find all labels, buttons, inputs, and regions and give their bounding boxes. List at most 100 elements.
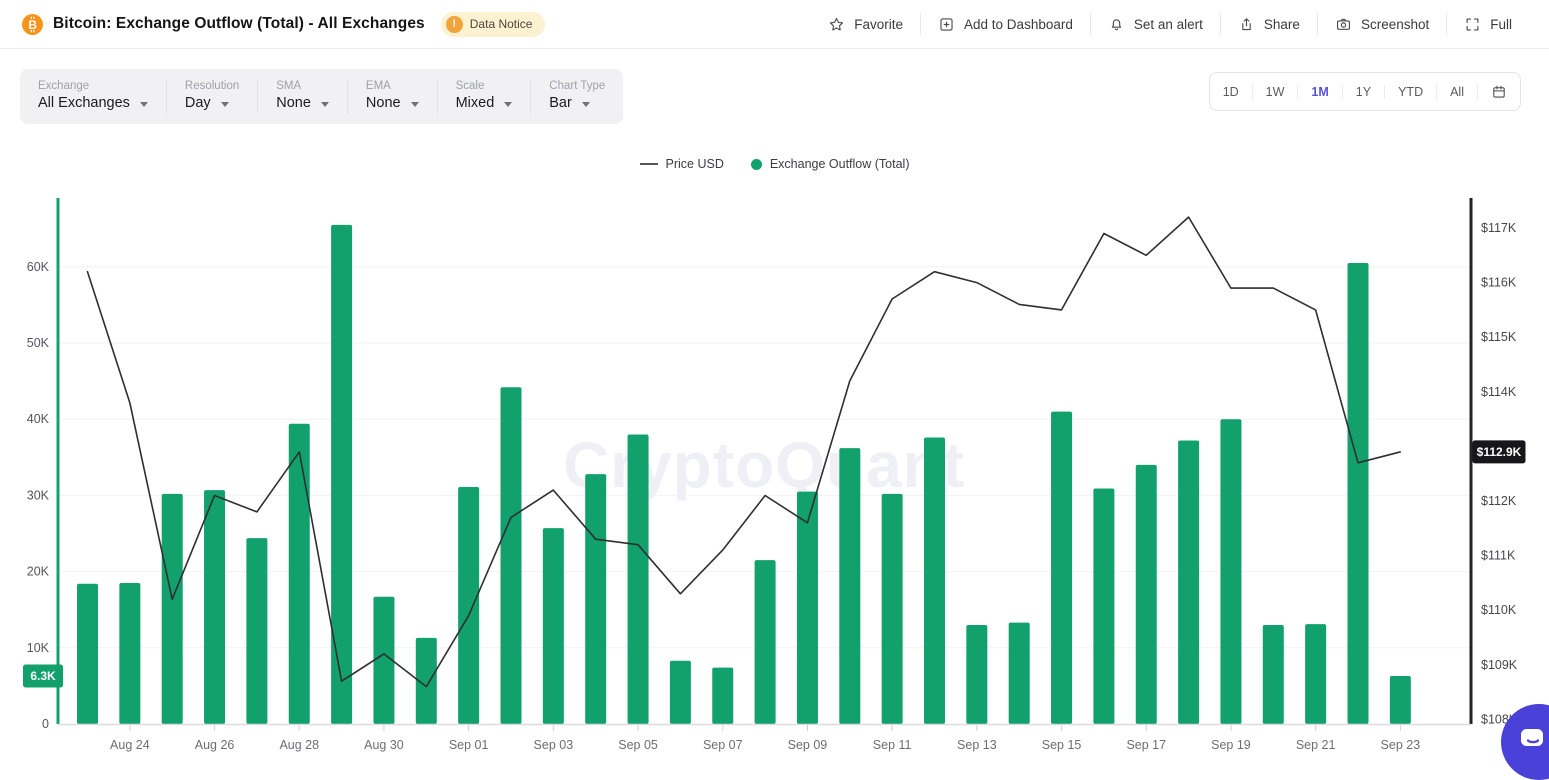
outflow-bar-sep-21 [1305, 624, 1327, 724]
camera-icon [1336, 18, 1350, 30]
custom-date-range-button[interactable] [1478, 73, 1520, 110]
y-right-tick-label: $117K [1481, 221, 1517, 235]
control-label: EMA [365, 80, 391, 93]
range-1m-button[interactable]: 1M [1298, 73, 1341, 110]
x-tick-label: Sep 07 [703, 738, 743, 752]
legend-item-price-usd[interactable]: Price USD [639, 157, 724, 171]
control-label: Exchange [38, 80, 90, 93]
outflow-bar-sep-01 [458, 487, 480, 724]
control-value: Mixed [456, 94, 513, 114]
range-1d-button[interactable]: 1D [1210, 73, 1252, 110]
outflow-bar-sep-05 [627, 434, 649, 724]
star-icon [830, 17, 844, 31]
favorite-button[interactable]: Favorite [811, 9, 920, 39]
bitcoin-logo-icon: B [22, 13, 43, 35]
outflow-bar-aug-30 [373, 596, 395, 724]
x-tick-label: Aug 24 [110, 738, 150, 752]
divider [1341, 84, 1343, 99]
divider [1251, 84, 1253, 99]
outflow-bar-sep-18 [1178, 440, 1200, 724]
legend-line-swatch [639, 163, 658, 165]
outflow-bar-sep-20 [1262, 624, 1284, 724]
outflow-bar-sep-06 [669, 660, 691, 724]
outflow-bar-sep-15 [1051, 411, 1073, 724]
range-1w-button[interactable]: 1W [1253, 73, 1298, 110]
range-1y-button[interactable]: 1Y [1343, 73, 1384, 110]
divider [346, 79, 348, 114]
divider [1219, 13, 1221, 35]
price-latest-badge [1472, 440, 1526, 464]
x-tick-label: Aug 28 [279, 738, 319, 752]
legend-item-exchange-outflow-total[interactable]: Exchange Outflow (Total) [750, 157, 910, 171]
y-left-tick-label: 30K [27, 488, 50, 502]
outflow-bar-aug-31 [415, 637, 437, 724]
divider [1297, 84, 1299, 99]
y-right-tick-label: $116K [1481, 276, 1517, 290]
x-tick-label: Sep 03 [534, 738, 574, 752]
header: B Bitcoin: Exchange Outflow (Total) - Al… [0, 0, 1549, 49]
x-tick-label: Sep 05 [618, 738, 658, 752]
divider [920, 13, 922, 35]
outflow-bar-sep-11 [881, 493, 903, 724]
control-ema[interactable]: EMA None [348, 69, 437, 124]
divider [1436, 84, 1438, 99]
share-button[interactable]: Share [1221, 9, 1317, 39]
control-scale[interactable]: Scale Mixed [438, 69, 531, 124]
divider [257, 79, 259, 114]
outflow-bar-sep-22 [1347, 262, 1369, 724]
chart-canvas[interactable]: CryptoQuant010K20K30K40K50K60K$108K$109K… [0, 190, 1549, 766]
data-notice-badge[interactable]: ! Data Notice [440, 11, 546, 37]
x-tick-label: Sep 13 [957, 738, 997, 752]
chart-settings-toolbar: Exchange All Exchanges Resolution Day SMA Non… [20, 69, 624, 124]
control-value: Bar [549, 94, 605, 114]
control-chart-type[interactable]: Chart Type Bar [531, 69, 623, 124]
full-button[interactable]: Full [1447, 9, 1529, 39]
range-ytd-button[interactable]: YTD [1385, 73, 1436, 110]
outflow-bar-aug-23 [77, 583, 98, 724]
outflow-bar-aug-26 [204, 490, 226, 724]
chart-legend: Price USD Exchange Outflow (Total) [0, 157, 1549, 171]
divider [530, 79, 532, 114]
control-label: Scale [455, 80, 485, 93]
divider [1446, 13, 1448, 35]
x-tick-label: Sep 01 [449, 738, 489, 752]
dashboard-add-icon [940, 17, 953, 31]
outflow-bar-sep-02 [500, 387, 522, 724]
screenshot-label: Screenshot [1360, 16, 1430, 32]
outflow-bar-sep-04 [585, 474, 607, 724]
outflow-bar-aug-28 [288, 423, 310, 724]
divider [1384, 84, 1386, 99]
outflow-bar-sep-03 [542, 528, 564, 724]
x-tick-label: Sep 09 [788, 738, 828, 752]
time-range-selector: 1D 1W 1M 1Y YTD All [1208, 72, 1521, 111]
x-tick-label: Sep 11 [873, 738, 912, 752]
outflow-latest-badge [23, 664, 63, 688]
control-sma[interactable]: SMA None [258, 69, 347, 124]
x-tick-label: Sep 19 [1211, 738, 1251, 752]
chevron-down-icon [320, 101, 329, 107]
set-an-alert-button[interactable]: Set an alert [1091, 9, 1220, 39]
screenshot-button[interactable]: Screenshot [1318, 9, 1446, 39]
control-value: None [366, 94, 419, 114]
control-label: SMA [276, 80, 302, 93]
outflow-bar-sep-08 [754, 560, 776, 724]
add-to-dashboard-button[interactable]: Add to Dashboard [921, 9, 1090, 39]
range-all-button[interactable]: All [1437, 73, 1477, 110]
control-value: Day [185, 94, 239, 114]
fullscreen-icon [1466, 18, 1479, 30]
control-selected-option: Day [184, 95, 211, 112]
control-exchange[interactable]: Exchange All Exchanges [20, 69, 166, 124]
y-left-tick-label: 0 [42, 717, 49, 731]
legend-dot-swatch [750, 158, 762, 170]
divider [165, 79, 167, 114]
control-resolution[interactable]: Resolution Day [167, 69, 257, 124]
outflow-bar-sep-16 [1093, 488, 1115, 724]
divider [1089, 13, 1091, 35]
header-title-group: B Bitcoin: Exchange Outflow (Total) - Al… [22, 11, 546, 37]
outflow-bar-aug-29 [331, 224, 353, 724]
chevron-down-icon [410, 101, 419, 107]
outflow-bar-sep-23 [1389, 675, 1411, 724]
y-left-tick-label: 60K [27, 260, 50, 274]
outflow-bar-sep-17 [1135, 464, 1157, 724]
x-tick-label: Sep 17 [1126, 738, 1166, 752]
